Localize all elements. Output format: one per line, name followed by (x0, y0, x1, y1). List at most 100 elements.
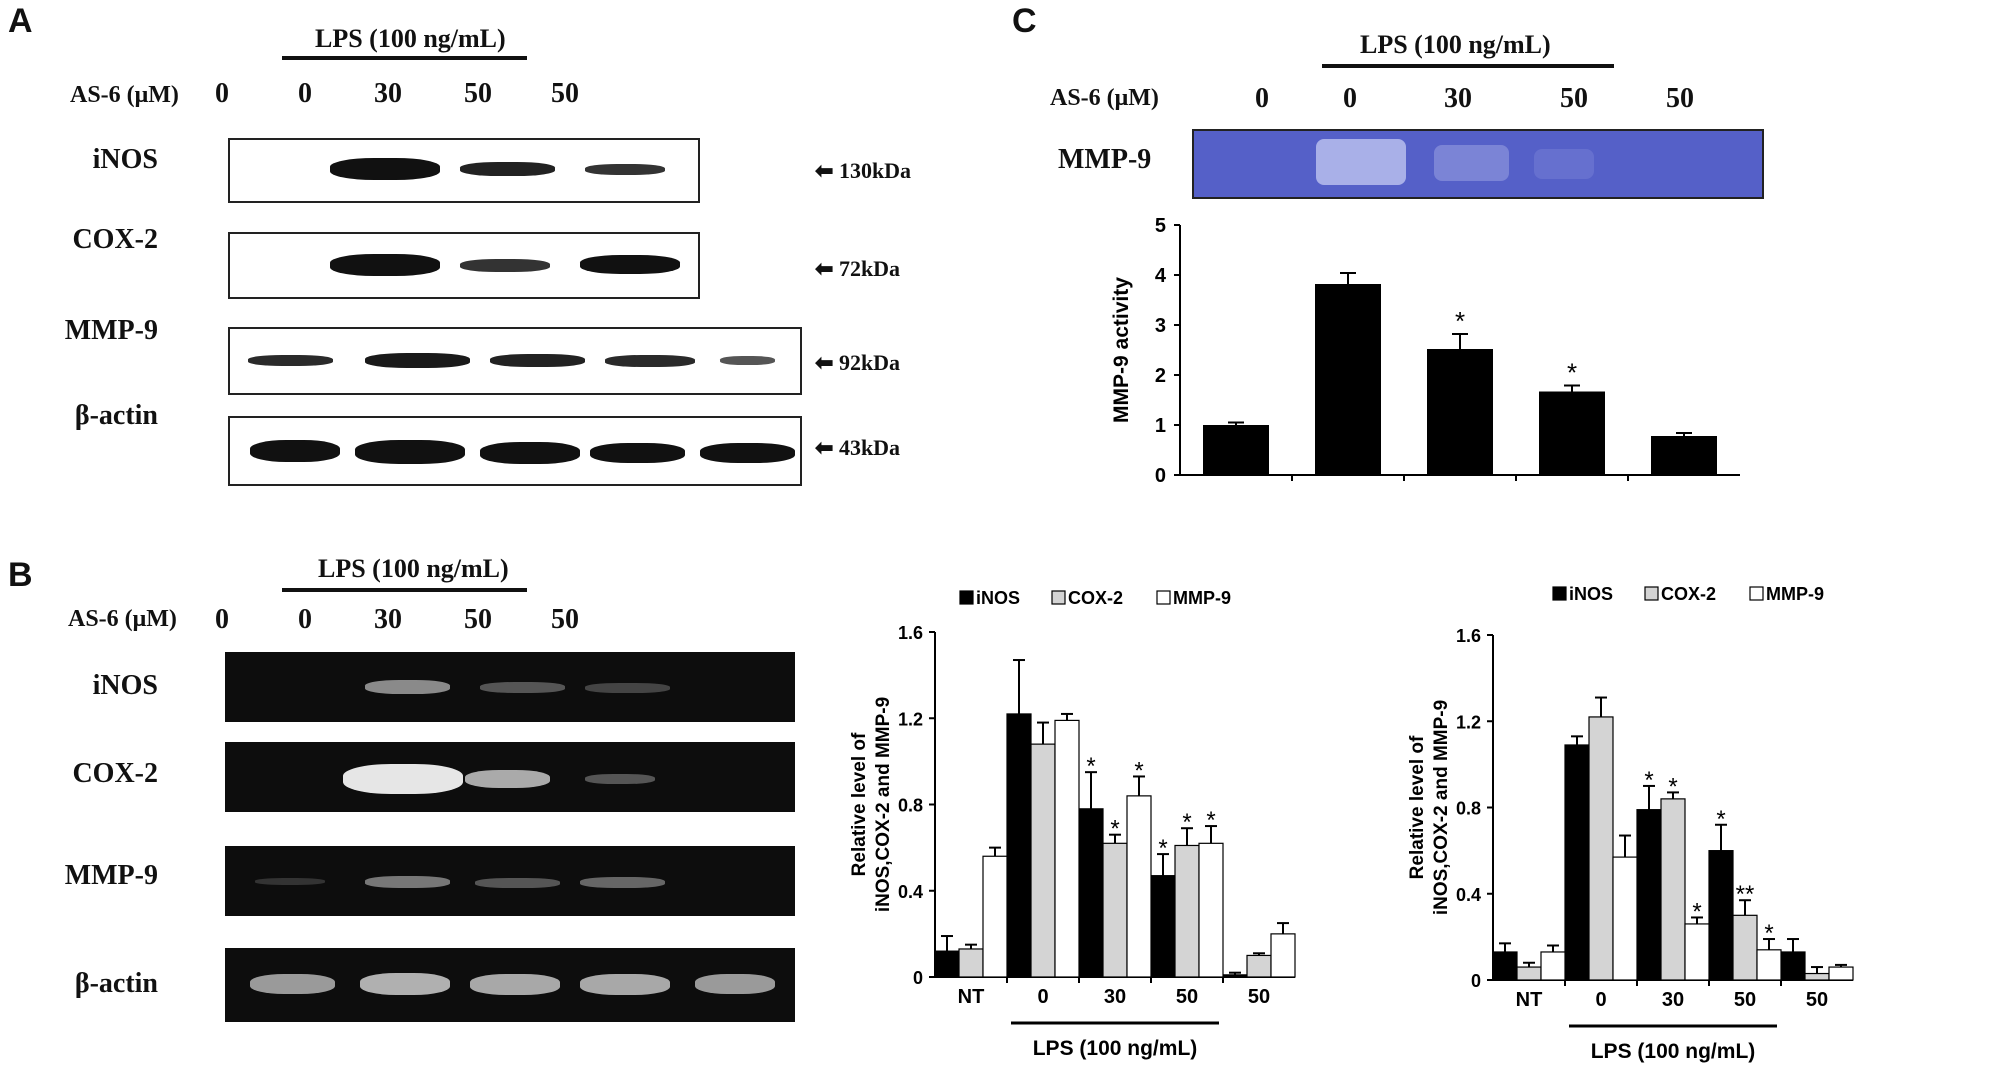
y-tick-label: 1 (1155, 415, 1166, 437)
band (460, 259, 550, 272)
significance-mark: * (1110, 816, 1119, 843)
x-tick-label: 0 (1595, 989, 1606, 1011)
y-axis-label-line2: iNOS,COX-2 and MMP-9 (1431, 700, 1452, 915)
lane-dose-b-2: 0 (298, 604, 312, 635)
band (465, 770, 550, 788)
bar (1612, 856, 1638, 981)
bar (1564, 744, 1590, 981)
y-tick-label: 1.2 (898, 709, 923, 729)
lane-dose-c-4: 50 (1560, 83, 1588, 114)
treatment-label-a: AS-6 (μM) (70, 82, 179, 108)
y-tick-label: 0.4 (898, 882, 923, 902)
marker-cox2: ⬅ 72kDa (815, 256, 900, 282)
row-label-a-actin: β-actin (74, 400, 158, 431)
bar (1054, 719, 1080, 978)
bar (1539, 391, 1605, 475)
marker-mmp9: ⬅ 92kDa (815, 350, 900, 376)
lps-label-a: LPS (100 ng/mL) (315, 24, 506, 53)
band (365, 353, 470, 368)
significance-mark: * (1764, 920, 1773, 947)
x-tick-label: 50 (1248, 986, 1270, 1008)
bar (1756, 949, 1782, 981)
bar (1315, 284, 1381, 475)
lane-dose-b-4: 50 (464, 604, 492, 635)
lps-bar-c (1322, 64, 1614, 68)
bar (1198, 842, 1224, 978)
lane-dose-a-3: 30 (374, 78, 402, 109)
band (480, 682, 565, 693)
legend-label: MMP-9 (1173, 588, 1231, 608)
x-tick-label: 30 (1662, 989, 1684, 1011)
bar (1174, 844, 1200, 978)
x-tick-label: NT (958, 986, 985, 1008)
band (700, 443, 795, 463)
x-group-label: LPS (100 ng/mL) (1033, 1037, 1198, 1060)
treatment-label-c: AS-6 (μM) (1050, 85, 1159, 111)
blot-mmp9 (228, 327, 802, 395)
band (1434, 145, 1509, 181)
y-tick-label: 1.2 (1456, 712, 1481, 732)
band (1534, 149, 1594, 179)
row-label-a-cox2: COX-2 (72, 224, 158, 255)
bar (1804, 972, 1830, 981)
gel-inos (225, 652, 795, 722)
legend-label: iNOS (976, 588, 1020, 608)
kda-label: 43kDa (838, 435, 901, 460)
band (580, 877, 665, 888)
band (490, 354, 585, 367)
legend-swatch (1644, 586, 1659, 601)
x-group-label: LPS (100 ng/mL) (1591, 1040, 1756, 1063)
blot-inos (228, 138, 700, 203)
significance-mark: * (1644, 767, 1653, 794)
bar (934, 950, 960, 978)
y-axis-label: MMP-9 activity (1110, 277, 1133, 423)
chart-relative-level-2: 00.40.81.21.6NT 0 30 50 50*******LPS (100 ng… (1407, 584, 1854, 1063)
bar (1150, 875, 1176, 978)
y-tick-label: 1.6 (1456, 626, 1481, 646)
band (605, 355, 695, 367)
band (343, 764, 463, 794)
lane-dose-a-1: 0 (215, 78, 229, 109)
lps-bar-a (282, 56, 527, 60)
kda-label: 130kDa (838, 158, 912, 183)
panel-letter-c: C (1012, 2, 1037, 40)
legend-swatch (959, 590, 974, 605)
significance-mark: * (1668, 773, 1677, 800)
band (580, 255, 680, 274)
bar (1660, 798, 1686, 981)
y-tick-label: 5 (1155, 215, 1166, 237)
left-arrow-icon: ⬅ (815, 350, 834, 375)
significance-mark: * (1206, 807, 1215, 834)
lane-dose-b-3: 30 (374, 604, 402, 635)
band (355, 440, 465, 464)
panel-letter-b: B (8, 556, 33, 594)
y-tick-label: 0 (1471, 971, 1481, 991)
bar (982, 855, 1008, 978)
chart-mmp9-activity: 0 1 2 3 4 5 * * MMP-9 activity (1110, 215, 1740, 487)
band (360, 973, 450, 995)
band (585, 683, 670, 693)
row-label-b-mmp9: MMP-9 (64, 860, 158, 891)
significance-mark: * (1134, 757, 1143, 784)
band (480, 442, 580, 464)
y-axis-label-line1: Relative level of (1407, 735, 1428, 879)
lane-dose-a-5: 50 (551, 78, 579, 109)
row-label-b-cox2: COX-2 (72, 758, 158, 789)
legend-swatch (1051, 590, 1066, 605)
y-tick-label: 2 (1155, 365, 1166, 387)
band (470, 974, 560, 995)
band (365, 680, 450, 694)
band (695, 974, 775, 994)
gel-actin (225, 948, 795, 1022)
significance-mark: * (1158, 835, 1167, 862)
y-tick-label: 0.8 (1456, 799, 1481, 819)
bar (1030, 743, 1056, 978)
row-label-a-inos: iNOS (92, 144, 158, 175)
x-tick-label: 50 (1734, 989, 1756, 1011)
y-tick-label: 3 (1155, 315, 1166, 337)
bar (1126, 795, 1152, 978)
significance-mark: * (1455, 306, 1465, 336)
left-arrow-icon: ⬅ (815, 435, 834, 460)
lane-dose-a-2: 0 (298, 78, 312, 109)
x-tick-label: 0 (1037, 986, 1048, 1008)
